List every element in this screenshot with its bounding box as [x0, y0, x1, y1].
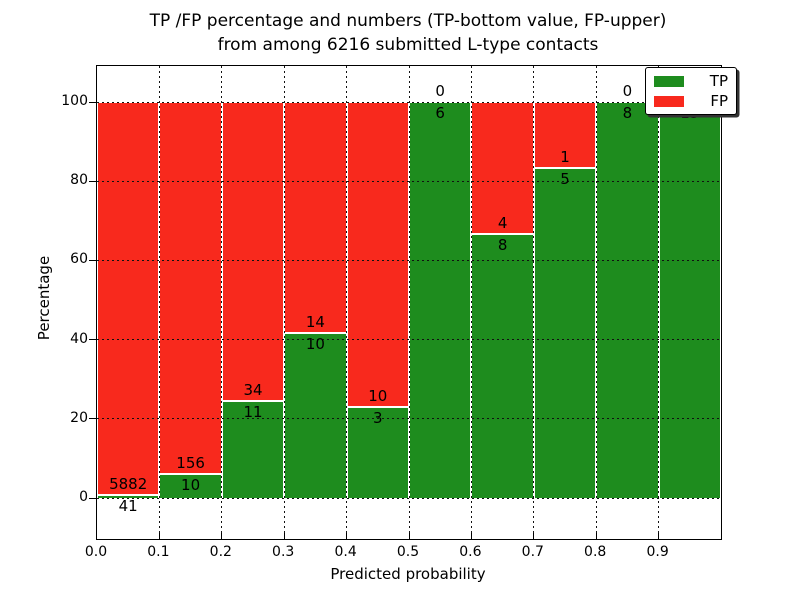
y-tick-mark	[89, 418, 96, 420]
y-tick-mark	[89, 339, 96, 341]
legend-item-tp: TP	[654, 73, 728, 89]
y-axis-label: Percentage	[35, 255, 53, 341]
chart-title: TP /FP percentage and numbers (TP-bottom…	[88, 9, 728, 57]
x-tick-mark	[408, 533, 410, 539]
gridline-vertical	[283, 66, 285, 539]
bar-segment-tp	[284, 333, 347, 498]
gridline-vertical	[221, 66, 223, 539]
plot-area: 588241156103411141010306481508013	[89, 65, 722, 540]
chart-title-line1: TP /FP percentage and numbers (TP-bottom…	[149, 11, 667, 31]
bar-segment-fp	[533, 102, 597, 168]
bar-segment-tp	[97, 495, 160, 498]
y-tick-mark	[89, 259, 96, 261]
x-tick-mark	[346, 533, 348, 539]
bar-segment-fp	[97, 102, 160, 496]
bar-segment-tp	[159, 474, 222, 498]
gridline-vertical	[408, 66, 410, 539]
gridline-vertical	[533, 66, 535, 539]
bar-segment-tp	[533, 168, 597, 498]
bar-label-tp: 10	[305, 335, 325, 353]
gridline-vertical	[658, 66, 660, 539]
bar-segment-fp	[284, 102, 347, 333]
legend-swatch-tp	[654, 75, 684, 87]
x-tick-label: 0.0	[84, 544, 108, 560]
legend: TP FP	[645, 67, 737, 115]
y-tick-mark	[89, 497, 96, 499]
x-tick-mark	[658, 533, 660, 539]
bar-segment-tp	[409, 102, 472, 498]
x-tick-mark	[470, 533, 472, 539]
bar-label-tp: 41	[118, 497, 138, 516]
bar-label-tp: 3	[373, 408, 383, 427]
gridline-horizontal	[97, 101, 721, 103]
x-tick-label: 0.9	[646, 544, 669, 560]
y-tick-label: 40	[70, 330, 88, 347]
legend-label-fp: FP	[710, 92, 728, 110]
legend-swatch-fp	[654, 95, 684, 107]
bar-segment-fp	[221, 102, 285, 402]
bar-label-fp: 10	[368, 386, 388, 405]
bar-label-tp: 11	[243, 403, 263, 422]
bar-segment-fp	[159, 102, 222, 475]
x-tick-label: 0.8	[584, 544, 607, 560]
bar-label-tp: 8	[497, 236, 508, 254]
bar-segment-tp	[471, 234, 534, 498]
gridline-vertical	[346, 66, 348, 539]
bar-segment-tp	[596, 102, 659, 498]
x-tick-mark	[221, 533, 223, 539]
x-axis-label: Predicted probability	[330, 565, 486, 583]
x-tick-label: 0.1	[147, 544, 170, 560]
x-tick-label: 0.4	[334, 544, 357, 560]
x-tick-mark	[283, 533, 285, 539]
x-tick-label: 0.6	[459, 544, 482, 560]
bar-label-tp: 8	[622, 104, 633, 122]
bar-label-fp: 0	[622, 82, 633, 100]
x-tick-label: 0.3	[272, 544, 295, 560]
gridline-horizontal	[97, 497, 721, 499]
y-tick-label: 20	[70, 409, 88, 426]
bar-label-fp: 1	[560, 148, 570, 166]
y-tick-mark	[89, 101, 96, 103]
gridline-horizontal	[97, 339, 721, 341]
x-tick-label: 0.5	[396, 544, 420, 560]
gridline-horizontal	[97, 418, 721, 420]
x-tick-label: 0.2	[209, 544, 232, 560]
bar-label-fp: 0	[435, 82, 445, 100]
chart-title-line2: from among 6216 submitted L-type contact…	[217, 35, 599, 55]
x-tick-mark	[595, 533, 597, 539]
legend-label-tp: TP	[709, 72, 728, 90]
x-tick-mark	[158, 533, 160, 539]
gridline-vertical	[470, 66, 472, 539]
legend-item-fp: FP	[654, 93, 728, 109]
gridline-vertical	[158, 66, 160, 539]
y-tick-mark	[89, 180, 96, 182]
gridline-horizontal	[97, 259, 721, 261]
y-tick-label: 0	[79, 489, 88, 505]
y-tick-label: 80	[70, 172, 88, 189]
bar-segment-fp	[471, 102, 534, 234]
bar-label-fp: 14	[305, 313, 325, 331]
x-tick-mark	[533, 533, 535, 539]
bar-label-tp: 10	[181, 476, 201, 495]
bar-label-tp: 5	[560, 170, 570, 188]
x-tick-label: 0.7	[521, 544, 544, 560]
gridline-horizontal	[97, 180, 721, 182]
bar-label-fp: 4	[497, 214, 508, 232]
bar-segment-tp	[658, 102, 721, 498]
bar-segment-tp	[346, 406, 409, 498]
gridline-vertical	[595, 66, 597, 539]
bar-label-tp: 6	[435, 104, 445, 122]
bar-segment-tp	[221, 401, 285, 498]
bar-label-fp: 5882	[109, 475, 148, 494]
bar-label-fp: 156	[176, 454, 205, 473]
y-tick-label: 60	[70, 251, 88, 268]
y-tick-label: 100	[61, 93, 88, 109]
bar-segment-fp	[346, 102, 409, 407]
bar-label-fp: 34	[243, 381, 263, 400]
